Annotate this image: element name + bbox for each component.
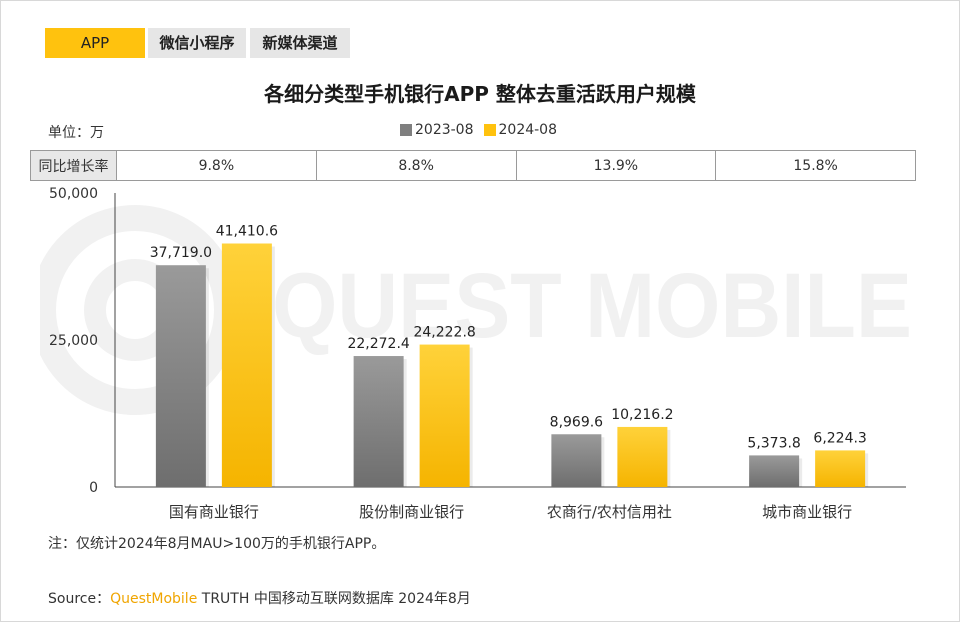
data-label: 5,373.8 — [747, 435, 800, 451]
yoy-value: 13.9% — [515, 150, 717, 181]
x-category-label: 股份制商业银行 — [359, 503, 464, 521]
bar-2024-08 — [221, 243, 272, 487]
x-category-label: 城市商业银行 — [762, 503, 852, 521]
tab-new-media[interactable]: 新媒体渠道 — [250, 28, 350, 58]
bar-2024-08 — [617, 426, 668, 487]
bar-chart: 0 25,000 50,000 37,719.041,410.6 国有商业银行 22,27… — [49, 186, 906, 521]
legend-item-2024: 2024-08 — [483, 122, 558, 138]
footnote: 注：仅统计2024年8月MAU>100万的手机银行APP。 — [48, 536, 386, 552]
legend-swatch-2023 — [400, 124, 412, 136]
bar-2023-08 — [749, 455, 800, 487]
data-label: 37,719.0 — [150, 245, 212, 261]
data-label: 24,222.8 — [413, 325, 475, 341]
chart-title: 各细分类型手机银行APP 整体去重活跃用户规模 — [264, 82, 696, 106]
legend-item-2023: 2023-08 — [400, 122, 474, 138]
bar-2023-08 — [551, 434, 602, 487]
data-label: 6,224.3 — [813, 430, 866, 446]
legend-label-2024: 2024-08 — [498, 122, 558, 138]
yoy-row: 同比增长率 9.8% 8.8% 13.9% 15.8% — [30, 150, 916, 181]
legend-swatch-2024 — [483, 124, 496, 136]
legend-label-2023: 2023-08 — [415, 122, 474, 138]
y-tick-label: 0 — [89, 480, 98, 496]
data-label: 41,410.6 — [216, 224, 278, 240]
data-label: 8,969.6 — [550, 414, 604, 430]
yoy-value: 15.8% — [715, 150, 916, 181]
yoy-table: 同比增长率 9.8% 8.8% 13.9% 15.8% — [30, 150, 916, 181]
y-tick-label: 25,000 — [49, 333, 98, 349]
legend: 2023-08 2024-08 — [400, 122, 567, 138]
yoy-row-label: 同比增长率 — [30, 150, 117, 181]
tab-app[interactable]: APP — [45, 28, 145, 58]
source-rest: TRUTH 中国移动互联网数据库 2024年8月 — [197, 591, 471, 607]
bar-2024-08 — [419, 344, 470, 487]
source-prefix: Source： — [48, 591, 111, 607]
source-line: Source：QuestMobile TRUTH 中国移动互联网数据库 2024… — [48, 588, 471, 608]
data-label: 22,272.4 — [347, 336, 409, 352]
bar-2024-08 — [815, 450, 866, 487]
x-category-label: 国有商业银行 — [169, 503, 259, 521]
x-category-label: 农商行/农村信用社 — [547, 503, 672, 521]
bar-2023-08 — [155, 265, 206, 487]
yoy-value: 9.8% — [116, 150, 317, 181]
y-tick-label: 50,000 — [49, 186, 98, 202]
source-brand: QuestMobile — [110, 591, 198, 607]
yoy-value: 8.8% — [315, 150, 517, 181]
unit-label: 单位：万 — [48, 125, 104, 141]
tab-mini-program[interactable]: 微信小程序 — [148, 28, 246, 58]
bar-2023-08 — [353, 356, 404, 487]
data-label: 10,216.2 — [611, 407, 673, 423]
